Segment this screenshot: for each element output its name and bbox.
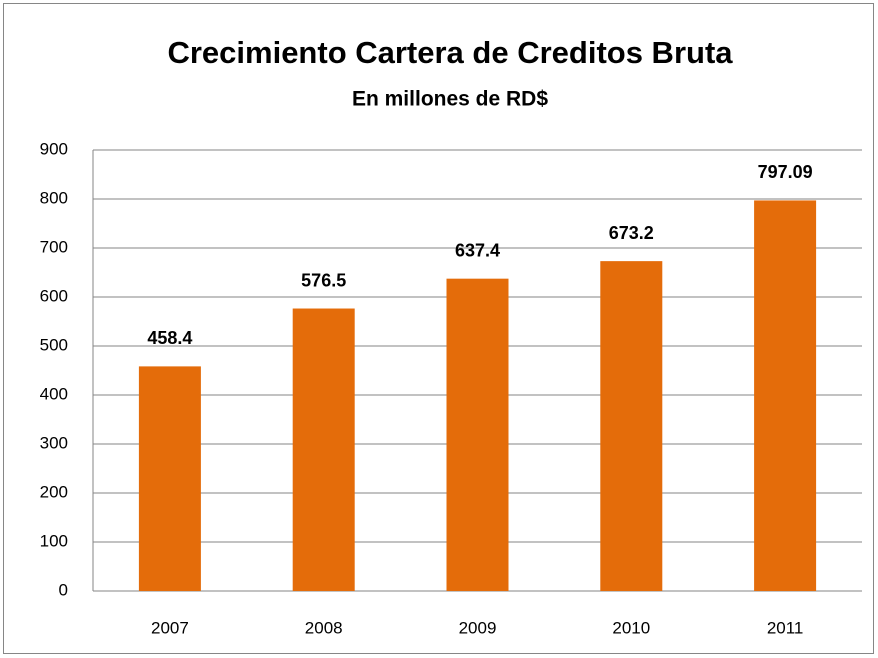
data-label: 637.4 bbox=[455, 240, 500, 260]
y-tick-label: 800 bbox=[40, 188, 68, 207]
chart-title: Crecimiento Cartera de Creditos Bruta bbox=[167, 35, 733, 70]
bar bbox=[138, 366, 201, 591]
y-tick-label: 0 bbox=[59, 580, 68, 599]
data-label: 458.4 bbox=[147, 328, 192, 348]
y-tick-label: 200 bbox=[40, 482, 68, 501]
y-tick-label: 400 bbox=[40, 384, 68, 403]
x-tick-label: 2008 bbox=[305, 618, 343, 637]
chart-subtitle: En millones de RD$ bbox=[352, 88, 548, 111]
y-tick-label: 100 bbox=[40, 531, 68, 550]
bar bbox=[754, 200, 817, 591]
y-tick-label: 500 bbox=[40, 335, 68, 354]
y-tick-label: 600 bbox=[40, 286, 68, 305]
data-label: 673.2 bbox=[609, 223, 654, 243]
x-tick-label: 2009 bbox=[459, 618, 497, 637]
bar bbox=[446, 278, 509, 591]
x-tick-label: 2007 bbox=[151, 618, 189, 637]
bar bbox=[292, 308, 355, 591]
x-tick-label: 2010 bbox=[612, 618, 650, 637]
bar bbox=[600, 261, 663, 591]
data-label: 797.09 bbox=[758, 162, 813, 182]
x-tick-label: 2011 bbox=[767, 618, 804, 637]
y-tick-label: 300 bbox=[40, 433, 68, 452]
y-tick-label: 700 bbox=[40, 237, 68, 256]
data-label: 576.5 bbox=[301, 270, 346, 290]
y-tick-label: 900 bbox=[40, 139, 68, 158]
